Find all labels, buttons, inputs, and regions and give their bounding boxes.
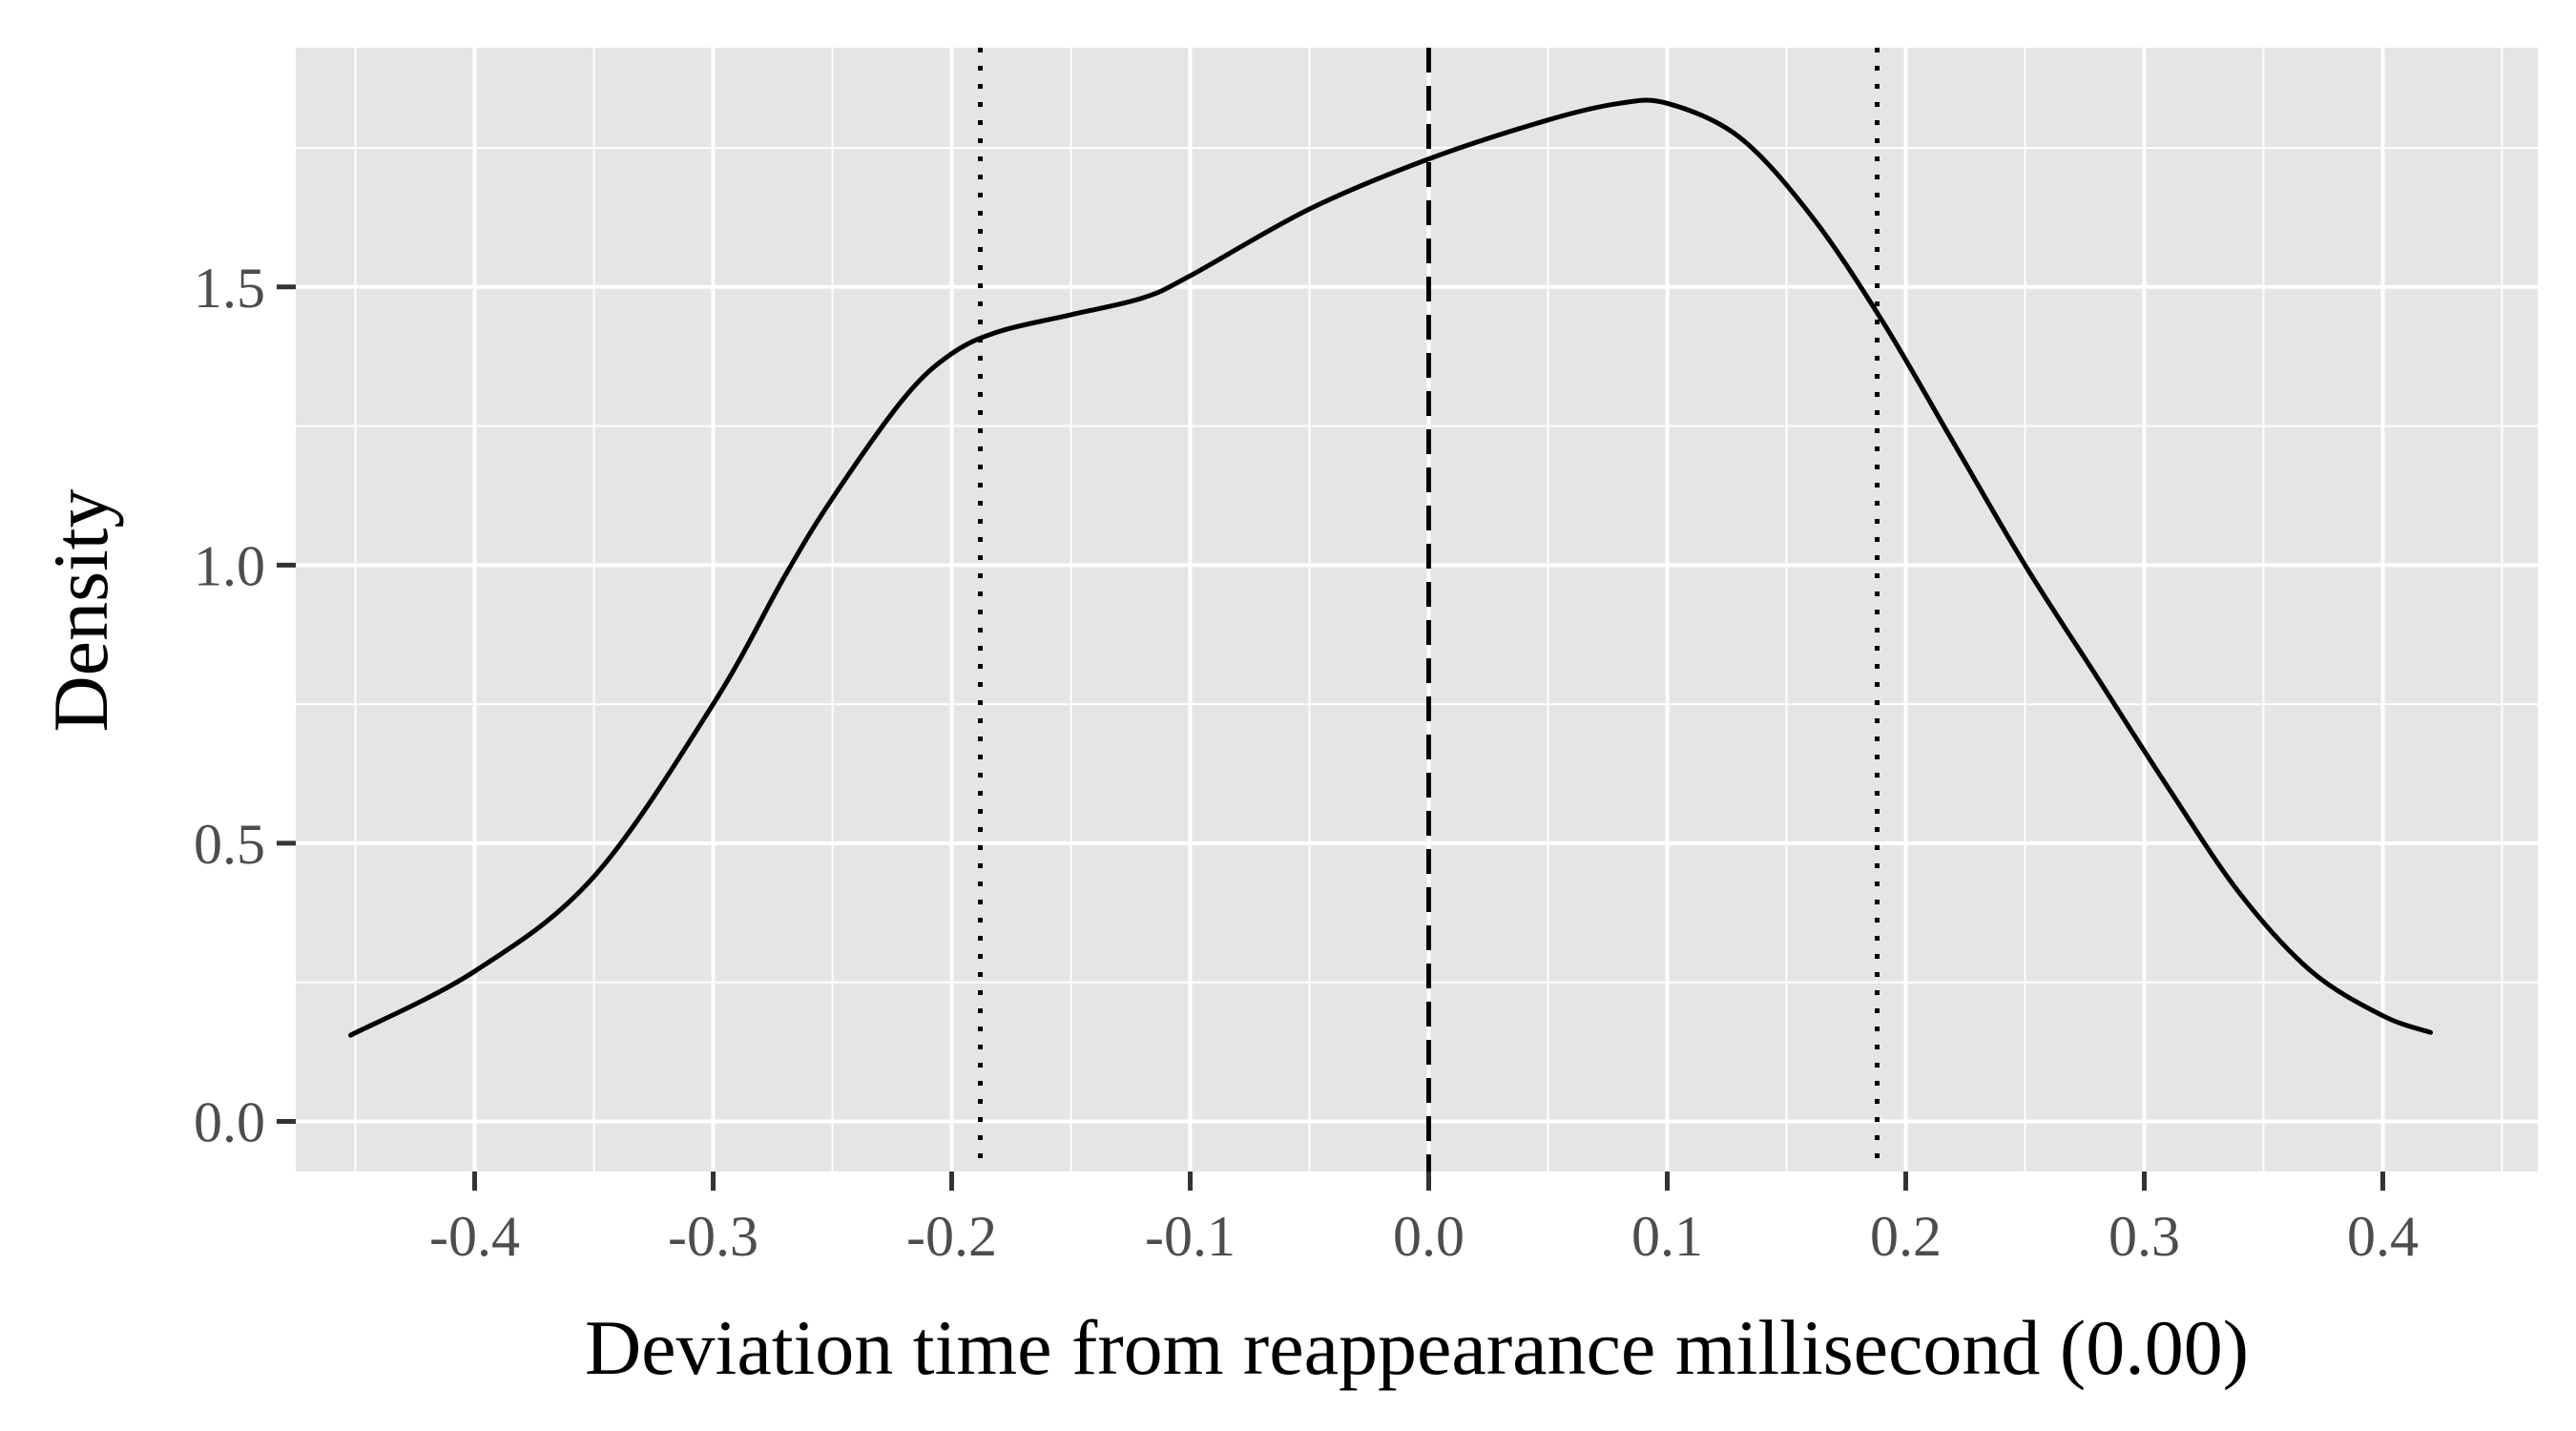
major-grid xyxy=(296,48,2538,1172)
y-tick-label: 0.5 xyxy=(194,813,265,876)
x-tick-label: 0.2 xyxy=(1870,1205,1942,1268)
y-tick-label: 0.0 xyxy=(194,1091,265,1154)
x-axis-ticks: -0.4 -0.3 -0.2 -0.1 0.0 0.1 0.2 0.3 0.4 xyxy=(429,1172,2419,1268)
minor-grid xyxy=(296,48,2538,1172)
x-tick-label: 0.1 xyxy=(1631,1205,1703,1268)
y-axis-title: Density xyxy=(37,488,124,732)
reference-lines xyxy=(978,48,1880,1172)
x-tick-label: -0.3 xyxy=(668,1205,758,1268)
x-tick-label: 0.4 xyxy=(2347,1205,2419,1268)
density-curve xyxy=(348,97,2433,1038)
x-tick-label: -0.2 xyxy=(906,1205,997,1268)
y-tick-label: 1.5 xyxy=(194,257,265,320)
x-axis-title: Deviation time from reappearance millise… xyxy=(585,1304,2249,1391)
x-tick-label: 0.0 xyxy=(1393,1205,1465,1268)
y-axis-ticks: 0.0 0.5 1.0 1.5 xyxy=(194,257,296,1154)
x-tick-label: -0.1 xyxy=(1145,1205,1236,1268)
x-tick-label: 0.3 xyxy=(2109,1205,2180,1268)
x-tick-label: -0.4 xyxy=(429,1205,520,1268)
plot-panel xyxy=(296,48,2538,1172)
y-tick-label: 1.0 xyxy=(194,534,265,597)
